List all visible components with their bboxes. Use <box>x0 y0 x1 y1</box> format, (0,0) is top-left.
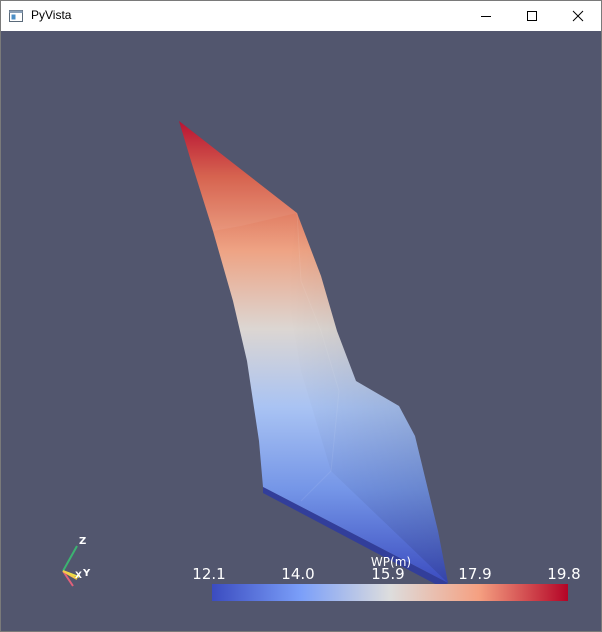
axes-widget: Z X Y <box>62 536 91 587</box>
app-window-icon <box>9 10 23 22</box>
surface-mesh[interactable] <box>179 121 448 587</box>
close-icon <box>572 10 584 22</box>
scalar-bar-tick-2: 14.0 <box>281 565 314 583</box>
scalar-bar-tick-3: 15.9 <box>371 565 404 583</box>
scene-canvas: Z X Y WP(m) 12.1 14.0 15.9 17.9 19.8 <box>62 121 581 601</box>
maximize-icon <box>527 11 537 21</box>
window-title: PyVista <box>31 8 72 22</box>
axis-z-label: Z <box>79 536 86 547</box>
scalar-bar-tick-1: 12.1 <box>192 565 225 583</box>
scalar-bar-gradient <box>212 584 568 601</box>
scalar-bar-tick-5: 19.8 <box>547 565 580 583</box>
maximize-button[interactable] <box>509 1 555 31</box>
minimize-icon <box>481 16 491 17</box>
render-viewport[interactable]: Z X Y WP(m) 12.1 14.0 15.9 17.9 19.8 <box>1 31 601 631</box>
title-bar[interactable]: PyVista <box>1 1 601 31</box>
scalar-bar-tick-4: 17.9 <box>458 565 491 583</box>
scalar-bar: WP(m) 12.1 14.0 15.9 17.9 19.8 <box>192 555 581 601</box>
minimize-button[interactable] <box>463 1 509 31</box>
axis-x-label: X <box>75 571 82 581</box>
close-button[interactable] <box>555 1 601 31</box>
axis-y-label: Y <box>82 568 91 579</box>
scalar-bar-title: WP(m) <box>371 555 411 569</box>
